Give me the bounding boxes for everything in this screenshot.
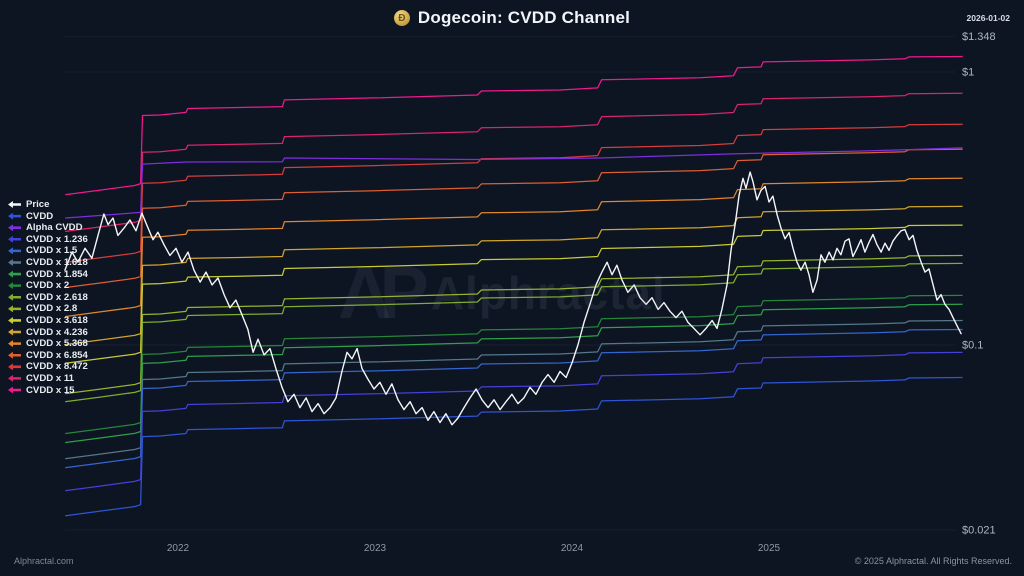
series-line-cvdd-x-3-618: [65, 224, 963, 364]
legend-item-cvdd-x15[interactable]: CVDD x 15: [8, 385, 88, 396]
series-marker-icon: [8, 374, 21, 382]
series-marker-icon: [8, 316, 21, 324]
series-marker-icon: [8, 247, 21, 255]
series-line-cvdd-x-4-236: [65, 205, 963, 346]
series-line-cvdd-x-1-618: [65, 319, 963, 460]
series-marker-icon: [8, 340, 21, 348]
series-line-price: [64, 171, 962, 426]
series-line-alpha-cvdd: [65, 147, 963, 219]
legend-item-cvdd-x3618[interactable]: CVDD x 3.618: [8, 315, 88, 326]
series-line-cvdd-x-1-5: [65, 328, 963, 469]
legend-item-cvdd-x4236[interactable]: CVDD x 4.236: [8, 327, 88, 338]
y-axis-label: $0.1: [962, 340, 983, 352]
last-date-label: 2026-01-02: [966, 13, 1010, 23]
series-marker-icon: [8, 235, 21, 243]
legend-item-cvdd-x11[interactable]: CVDD x 11: [8, 373, 88, 384]
series-line-cvdd-x-11: [65, 92, 963, 233]
legend-item-cvdd-x2618[interactable]: CVDD x 2.618: [8, 292, 88, 303]
y-axis-label: $0.021: [962, 525, 996, 537]
legend: Price CVDD Alpha CVDD CVDD x 1.236 CVDD …: [8, 199, 88, 396]
series-marker-icon: [8, 224, 21, 232]
series-line-cvdd-x-1-236: [65, 351, 963, 492]
x-axis-label: 2024: [561, 543, 584, 554]
series-line-cvdd: [65, 376, 963, 517]
series-line-cvdd-x-15: [65, 55, 963, 196]
legend-item-cvdd-x1854[interactable]: CVDD x 1.854: [8, 269, 88, 280]
series-line-cvdd-x-6-854: [65, 148, 963, 289]
series-marker-icon: [8, 293, 21, 301]
y-axis-label: $1: [962, 67, 974, 79]
series-line-cvdd-x-2-8: [65, 254, 963, 395]
series-line-cvdd-x-2-618: [65, 262, 963, 403]
x-axis-label: 2022: [167, 543, 190, 554]
site-link[interactable]: Alphractal.com: [14, 556, 74, 566]
series-line-cvdd-x-2: [65, 294, 963, 435]
chart-title: Dogecoin: CVDD Channel: [417, 8, 631, 27]
series-line-cvdd-x-1-854: [65, 303, 963, 444]
x-axis-label: 2023: [364, 543, 387, 554]
legend-item-cvdd-x5368[interactable]: CVDD x 5.368: [8, 338, 88, 349]
chart-header: Ð Dogecoin: CVDD Channel: [0, 8, 1024, 28]
series-marker-icon: [8, 351, 21, 359]
series-marker-icon: [8, 258, 21, 266]
series-marker-icon: [8, 363, 21, 371]
series-marker-icon: [8, 282, 21, 290]
legend-item-cvdd-x15-ratio[interactable]: CVDD x 1.5: [8, 245, 88, 256]
series-marker-icon: [8, 305, 21, 313]
dogecoin-icon: Ð: [393, 10, 410, 26]
legend-item-cvdd-x1618[interactable]: CVDD x 1.618: [8, 257, 88, 268]
legend-item-cvdd[interactable]: CVDD: [8, 211, 88, 222]
legend-item-alpha-cvdd[interactable]: Alpha CVDD: [8, 222, 88, 233]
series-line-cvdd-x-5-368: [65, 177, 963, 318]
copyright-text: © 2025 Alphractal. All Rights Reserved.: [854, 556, 1012, 566]
legend-item-cvdd-x28[interactable]: CVDD x 2.8: [8, 303, 88, 314]
legend-item-cvdd-x8472[interactable]: CVDD x 8.472: [8, 361, 88, 372]
y-axis-label: $1.348: [962, 31, 996, 43]
legend-item-price[interactable]: Price: [8, 199, 88, 210]
series-marker-icon: [8, 212, 21, 220]
series-line-cvdd-x-8-472: [65, 123, 963, 264]
legend-item-cvdd-x2[interactable]: CVDD x 2: [8, 280, 88, 291]
legend-item-cvdd-x1236[interactable]: CVDD x 1.236: [8, 234, 88, 245]
series-marker-icon: [8, 386, 21, 394]
series-marker-icon: [8, 201, 21, 208]
x-axis-label: 2025: [758, 543, 781, 554]
legend-item-cvdd-x6854[interactable]: CVDD x 6.854: [8, 350, 88, 361]
series-marker-icon: [8, 328, 21, 336]
series-marker-icon: [8, 270, 21, 278]
